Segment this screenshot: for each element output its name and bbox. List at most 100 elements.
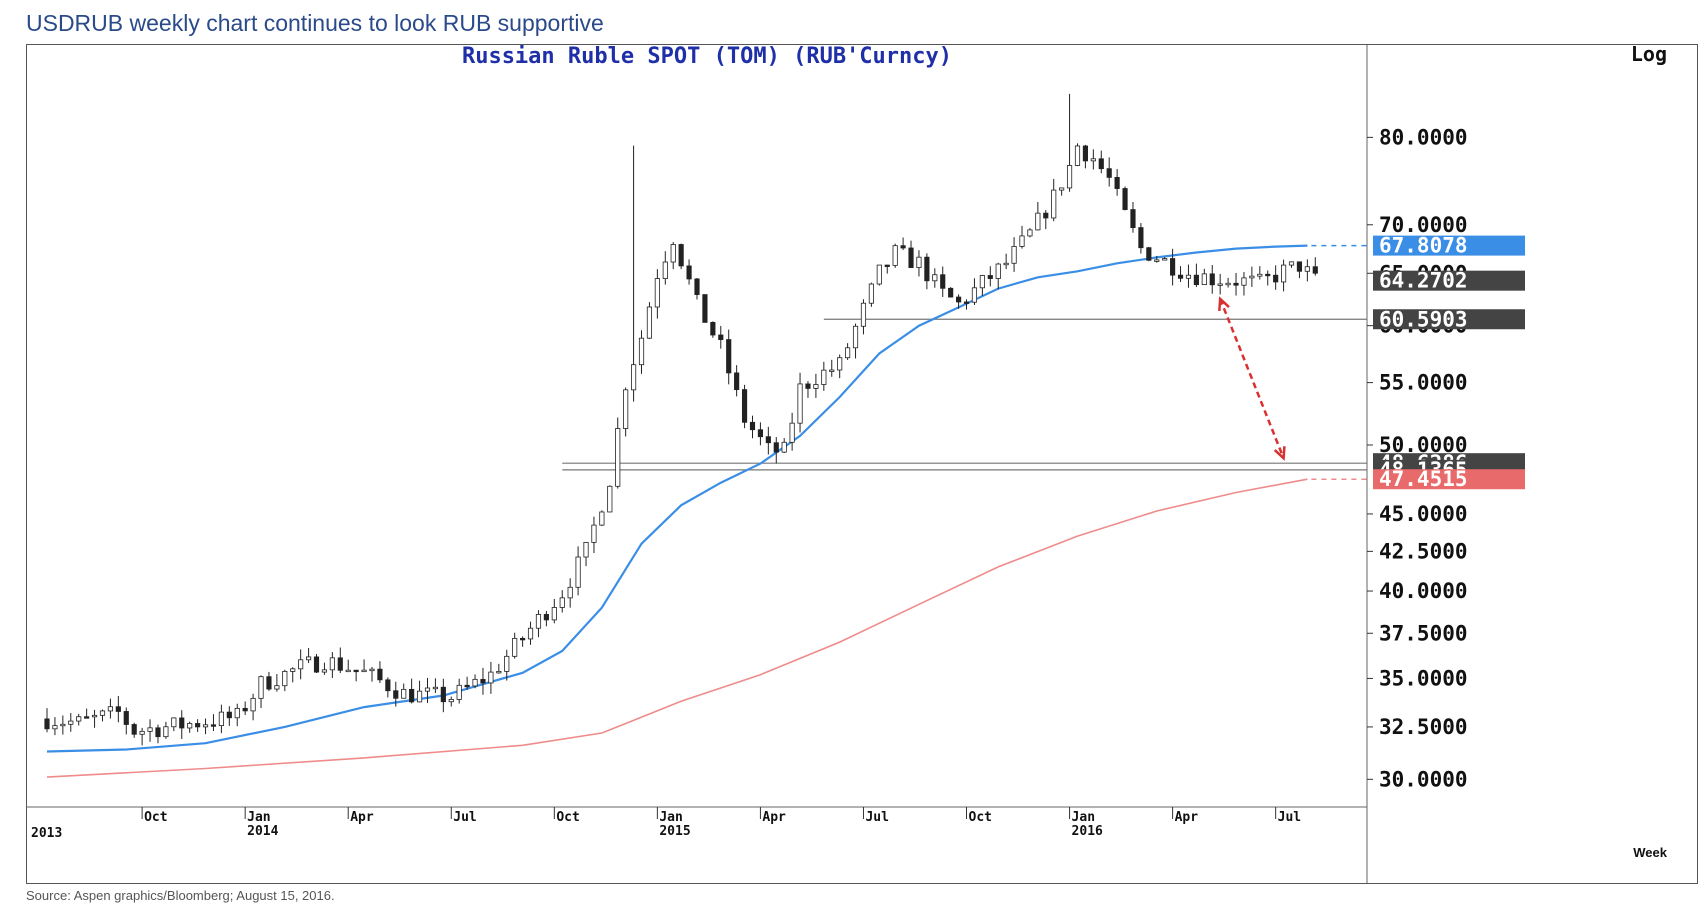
candle-body	[1003, 262, 1009, 266]
x-tick-label: Apr	[350, 810, 374, 825]
y-tick-label: 50.0000	[1379, 433, 1468, 457]
value-label-box	[1373, 235, 1525, 256]
candle-body	[678, 244, 684, 267]
candle-body	[52, 725, 58, 730]
candle-body	[274, 685, 280, 690]
candle-body	[242, 707, 248, 712]
candle-body	[464, 684, 470, 688]
candle-body	[337, 657, 343, 671]
y-tick-label: 70.0000	[1379, 213, 1468, 237]
candle-body	[1011, 246, 1017, 264]
candle-body	[781, 441, 787, 453]
candle-body	[1130, 209, 1136, 228]
value-label-text: 47.4515	[1379, 467, 1468, 491]
candle-body	[44, 718, 50, 730]
x-year-label: 2015	[659, 824, 690, 839]
candle-body	[329, 657, 335, 671]
candle-body	[409, 688, 415, 703]
candle-body	[266, 676, 272, 690]
candle-body	[1225, 282, 1231, 286]
candle-body	[932, 274, 938, 282]
candle-body	[321, 669, 328, 673]
candle-body	[1066, 165, 1073, 189]
candle-body	[187, 723, 193, 729]
candle-body	[813, 384, 819, 389]
candle-body	[900, 245, 906, 249]
candle-body	[488, 671, 494, 684]
candle-body	[1059, 187, 1065, 191]
candle-body	[1273, 274, 1279, 283]
candle-body	[646, 306, 653, 339]
candle-body	[163, 726, 169, 738]
candle-body	[948, 287, 954, 298]
candle-body	[924, 256, 930, 282]
candle-body	[202, 724, 209, 728]
candle-body	[876, 264, 882, 285]
axis-layer: 30.0000 32.5000 35.0000 37.5000 40.0000 42.50…	[27, 45, 1468, 883]
candle-body	[773, 442, 779, 453]
candle-body	[377, 668, 383, 681]
candle-body	[1296, 261, 1303, 272]
x-tick-label: Jul	[865, 810, 888, 825]
candle-body	[147, 727, 153, 732]
candle-body	[916, 256, 922, 268]
candle-body	[1312, 266, 1318, 274]
candle-body	[726, 339, 732, 374]
candle-body	[591, 524, 597, 543]
y-tick-label: 55.0000	[1379, 371, 1468, 395]
candle-body	[662, 261, 668, 279]
candle-body	[1233, 282, 1239, 286]
candle-body	[710, 322, 716, 336]
candle-body	[1185, 274, 1192, 279]
candle-body	[765, 436, 771, 444]
x-tick-label: Oct	[144, 810, 167, 825]
candle-body	[789, 422, 795, 443]
y-tick-label: 30.0000	[1379, 767, 1468, 791]
value-label-text: 64.2702	[1379, 269, 1468, 293]
x-tick-label: Jul	[1278, 810, 1301, 825]
candle-body	[892, 245, 898, 266]
candle-body	[520, 637, 526, 641]
candle-body	[416, 690, 423, 703]
x-tick-label: Jan	[247, 810, 270, 825]
candlestick-chart: Russian Ruble SPOT (TOM) (RUB'Curncy) Lo…	[27, 45, 1668, 883]
source-note: Source: Aspen graphics/Bloomberg; August…	[26, 888, 335, 903]
candle-body	[718, 334, 724, 340]
candle-body	[298, 659, 304, 670]
candle-body	[480, 678, 486, 684]
candle-body	[829, 369, 835, 372]
candle-body	[1035, 212, 1041, 231]
candle-body	[583, 542, 589, 558]
candle-body	[91, 714, 98, 718]
candle-body	[1106, 168, 1112, 178]
candle-body	[401, 688, 407, 699]
candle-body	[615, 428, 621, 487]
candle-body	[749, 421, 756, 431]
candle-body	[1162, 258, 1168, 261]
candle-body	[837, 357, 843, 371]
candle-body	[1098, 158, 1104, 170]
candle-body	[575, 556, 581, 588]
candle-body	[84, 716, 90, 719]
value-label-box	[1373, 469, 1525, 490]
candlesticks	[44, 93, 1318, 746]
candle-body	[567, 586, 573, 599]
candle-body	[123, 711, 129, 725]
candle-body	[369, 668, 375, 672]
candle-body	[234, 707, 240, 719]
candle-body	[599, 511, 605, 526]
candle-body	[1209, 273, 1215, 286]
candle-body	[995, 263, 1001, 279]
arrow-line	[1219, 298, 1285, 459]
candle-body	[226, 711, 232, 719]
candle-body	[638, 337, 645, 366]
candle-body	[353, 669, 359, 673]
candle-body	[456, 684, 462, 700]
x-year-label: 2014	[247, 824, 278, 839]
interval-label: Week	[1633, 845, 1667, 860]
candle-body	[210, 724, 217, 727]
candle-body	[60, 723, 66, 727]
candle-body	[155, 727, 161, 738]
candle-body	[963, 301, 970, 304]
candle-body	[1027, 229, 1033, 237]
